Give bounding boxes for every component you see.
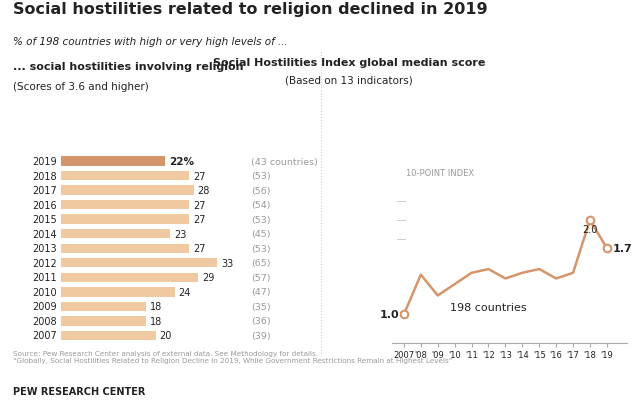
Text: 27: 27 bbox=[193, 215, 205, 225]
Bar bbox=[61, 273, 198, 282]
Text: 1.7: 1.7 bbox=[613, 244, 632, 253]
Bar bbox=[61, 157, 165, 166]
Text: Source: Pew Research Center analysis of external data. See Methodology for detai: Source: Pew Research Center analysis of … bbox=[13, 350, 452, 363]
Text: 2015: 2015 bbox=[32, 215, 57, 225]
Text: 23: 23 bbox=[174, 229, 186, 239]
Text: 2018: 2018 bbox=[33, 171, 57, 181]
Text: (57): (57) bbox=[251, 273, 270, 282]
Text: (43 countries): (43 countries) bbox=[251, 157, 317, 166]
Text: 2007: 2007 bbox=[32, 330, 57, 340]
Text: 2011: 2011 bbox=[33, 273, 57, 283]
Text: 27: 27 bbox=[193, 171, 205, 181]
Bar bbox=[61, 215, 189, 224]
Text: % of 198 countries with high or very high levels of ...: % of 198 countries with high or very hig… bbox=[13, 37, 287, 47]
Text: (53): (53) bbox=[251, 244, 270, 253]
Text: 29: 29 bbox=[202, 273, 214, 283]
Text: 20: 20 bbox=[159, 330, 172, 340]
Text: Social hostilities related to religion declined in 2019: Social hostilities related to religion d… bbox=[13, 2, 488, 17]
Text: 22%: 22% bbox=[169, 157, 194, 167]
Text: (36): (36) bbox=[251, 317, 270, 326]
Text: (39): (39) bbox=[251, 331, 270, 340]
Bar bbox=[61, 200, 189, 210]
Text: 198 countries: 198 countries bbox=[450, 302, 527, 312]
Text: ... social hostilities involving religion: ... social hostilities involving religio… bbox=[13, 62, 243, 72]
Bar bbox=[61, 316, 147, 326]
Bar bbox=[61, 258, 218, 268]
Text: (45): (45) bbox=[251, 230, 270, 239]
Text: 18: 18 bbox=[150, 302, 163, 312]
Text: 2.0: 2.0 bbox=[582, 224, 598, 234]
Text: (Scores of 3.6 and higher): (Scores of 3.6 and higher) bbox=[13, 82, 148, 92]
Text: 2019: 2019 bbox=[33, 157, 57, 167]
Bar bbox=[61, 186, 194, 195]
Text: 2010: 2010 bbox=[33, 287, 57, 297]
Text: PEW RESEARCH CENTER: PEW RESEARCH CENTER bbox=[13, 386, 145, 396]
Bar bbox=[61, 288, 175, 297]
Text: 2014: 2014 bbox=[33, 229, 57, 239]
Text: 10-POINT INDEX: 10-POINT INDEX bbox=[406, 168, 474, 178]
Text: (35): (35) bbox=[251, 302, 270, 311]
Text: (53): (53) bbox=[251, 215, 270, 224]
Text: (54): (54) bbox=[251, 200, 270, 210]
Text: 27: 27 bbox=[193, 244, 205, 253]
Text: 2016: 2016 bbox=[33, 200, 57, 210]
Bar bbox=[61, 302, 147, 311]
Bar bbox=[61, 229, 170, 239]
Bar bbox=[61, 331, 156, 340]
Text: 18: 18 bbox=[150, 316, 163, 326]
Text: 24: 24 bbox=[179, 287, 191, 297]
Text: 27: 27 bbox=[193, 200, 205, 210]
Text: 2009: 2009 bbox=[33, 302, 57, 312]
Text: 2008: 2008 bbox=[33, 316, 57, 326]
Text: 2012: 2012 bbox=[32, 258, 57, 268]
Text: (56): (56) bbox=[251, 186, 270, 195]
Text: 2013: 2013 bbox=[33, 244, 57, 253]
Text: Social Hostilities Index global median score: Social Hostilities Index global median s… bbox=[212, 58, 485, 68]
Text: 28: 28 bbox=[198, 186, 210, 196]
Text: (65): (65) bbox=[251, 259, 270, 267]
Bar bbox=[61, 244, 189, 253]
Text: (53): (53) bbox=[251, 172, 270, 180]
Text: 1.0: 1.0 bbox=[380, 310, 399, 320]
Text: (Based on 13 indicators): (Based on 13 indicators) bbox=[285, 75, 413, 85]
Text: (47): (47) bbox=[251, 288, 270, 297]
Text: 33: 33 bbox=[221, 258, 234, 268]
Bar bbox=[61, 171, 189, 181]
Text: 2017: 2017 bbox=[32, 186, 57, 196]
